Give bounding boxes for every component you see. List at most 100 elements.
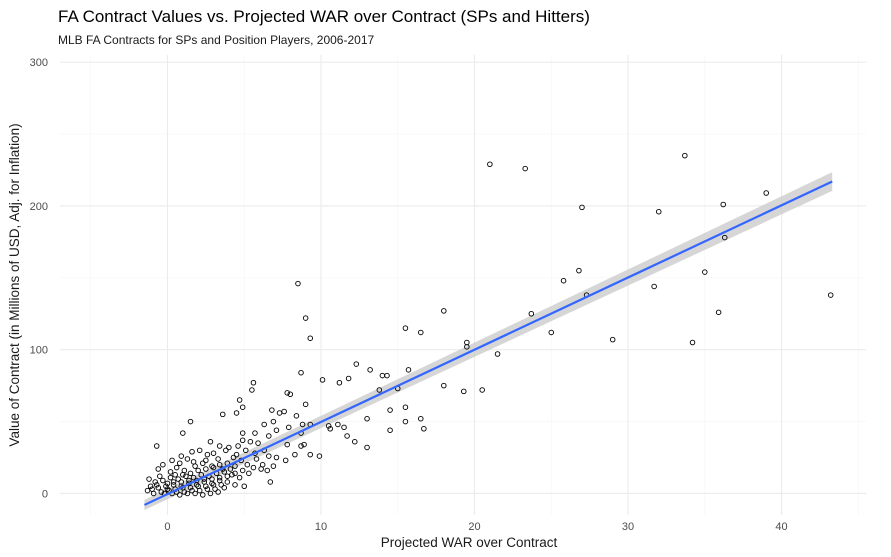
- data-point: [702, 269, 708, 275]
- data-point: [609, 336, 616, 343]
- data-point: [461, 388, 467, 395]
- data-point: [169, 457, 175, 464]
- data-point: [203, 457, 209, 464]
- data-point: [301, 441, 307, 448]
- data-point: [190, 459, 197, 465]
- data-point: [298, 443, 304, 449]
- data-point: [405, 367, 412, 373]
- data-point: [158, 489, 165, 495]
- chart-title: FA Contract Values vs. Projected WAR ove…: [58, 7, 590, 26]
- data-point: [402, 404, 409, 410]
- data-point: [548, 329, 555, 336]
- data-point: [341, 424, 347, 431]
- data-point: [494, 351, 501, 357]
- major-gridlines: [60, 55, 866, 515]
- data-point: [232, 470, 238, 477]
- data-point: [215, 489, 221, 495]
- data-point: [216, 474, 223, 481]
- data-point: [164, 486, 171, 492]
- data-point: [479, 387, 485, 393]
- data-point: [176, 492, 183, 498]
- data-point: [178, 453, 185, 459]
- data-point: [264, 467, 271, 474]
- data-point: [200, 492, 206, 498]
- data-point: [249, 387, 255, 393]
- data-point: [269, 407, 275, 413]
- data-point: [335, 421, 341, 428]
- x-tick-label: 20: [468, 521, 480, 533]
- data-point: [402, 418, 409, 425]
- data-point: [252, 430, 258, 436]
- data-point: [267, 479, 274, 485]
- data-point: [144, 487, 151, 494]
- data-point: [299, 421, 306, 428]
- data-point: [215, 456, 221, 462]
- data-point: [232, 482, 238, 488]
- data-point: [170, 479, 177, 485]
- data-point: [207, 490, 214, 497]
- data-point: [187, 470, 194, 477]
- data-point: [266, 453, 272, 459]
- data-point: [325, 423, 332, 429]
- chart-subtitle: MLB FA Contracts for SPs and Position Pl…: [58, 33, 375, 47]
- y-axis-label: Value of Contract (in Millions of USD, A…: [7, 123, 22, 446]
- x-tick-label: 30: [622, 521, 634, 533]
- data-point: [230, 454, 237, 461]
- data-point: [226, 444, 232, 451]
- y-tick-label: 200: [30, 201, 48, 213]
- data-point: [387, 427, 393, 433]
- data-point: [689, 339, 696, 346]
- data-point: [189, 487, 195, 494]
- data-point: [720, 201, 726, 208]
- data-point: [364, 444, 370, 451]
- data-point: [187, 484, 194, 491]
- data-point: [184, 490, 191, 497]
- data-point: [292, 451, 298, 458]
- data-point: [160, 461, 166, 468]
- data-point: [184, 456, 191, 462]
- data-point: [284, 441, 290, 448]
- data-point: [209, 476, 215, 482]
- data-points: [144, 152, 834, 498]
- data-point: [682, 152, 688, 159]
- y-tick-label: 0: [42, 488, 48, 500]
- data-point: [207, 438, 214, 445]
- data-point: [418, 329, 424, 336]
- data-point: [336, 380, 343, 386]
- data-point: [316, 453, 323, 459]
- data-point: [221, 469, 228, 475]
- data-point: [180, 430, 186, 436]
- data-point: [153, 482, 160, 488]
- data-point: [218, 482, 224, 488]
- fit-line: [143, 180, 833, 506]
- data-point: [233, 410, 240, 416]
- data-point: [651, 283, 657, 290]
- data-point: [307, 335, 313, 341]
- data-point: [239, 467, 246, 474]
- data-point: [219, 411, 226, 418]
- data-point: [157, 473, 163, 479]
- data-point: [293, 413, 300, 419]
- data-point: [155, 466, 162, 472]
- data-point: [282, 457, 289, 464]
- data-point: [722, 234, 728, 241]
- data-point: [243, 447, 249, 454]
- data-point: [284, 390, 290, 396]
- data-point: [273, 454, 280, 461]
- data-point: [255, 440, 261, 446]
- data-point: [441, 382, 447, 389]
- data-point: [239, 437, 246, 444]
- data-point: [364, 415, 370, 422]
- data-point: [163, 483, 169, 490]
- data-point: [418, 415, 424, 422]
- data-point: [247, 438, 254, 445]
- data-point: [302, 401, 309, 408]
- data-point: [149, 486, 155, 492]
- data-point: [210, 482, 217, 488]
- data-point: [655, 208, 662, 215]
- data-point: [319, 377, 326, 383]
- data-point: [167, 474, 174, 481]
- data-point: [259, 461, 266, 468]
- data-point: [827, 292, 834, 298]
